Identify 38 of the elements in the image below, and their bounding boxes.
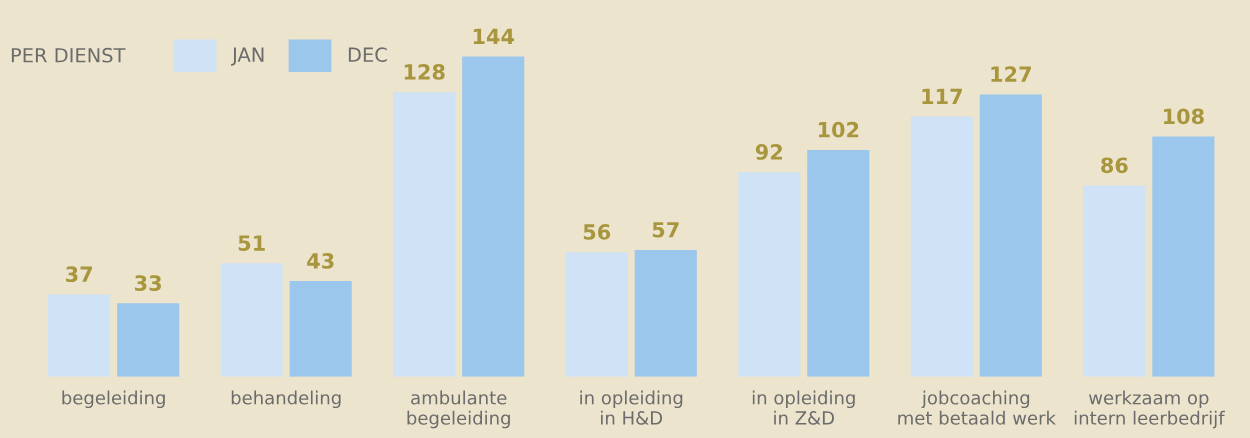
bar: [807, 149, 870, 377]
bar: [634, 249, 697, 377]
data-label: 57: [652, 222, 679, 238]
legend-label: DEC: [348, 47, 387, 63]
data-label: 37: [66, 266, 92, 283]
bar: [738, 172, 801, 377]
data-label: 108: [1163, 108, 1204, 125]
data-label: 33: [135, 275, 161, 291]
data-label: 102: [818, 121, 859, 138]
bar: [1152, 136, 1215, 377]
x-tick-label: ambulante begeleiding: [407, 390, 510, 429]
bar: [910, 116, 973, 377]
x-tick-label: in opleiding in H&D: [580, 390, 683, 425]
bar: [117, 303, 180, 377]
bar: [48, 294, 111, 377]
bar: [565, 252, 628, 377]
bar: [220, 263, 283, 377]
data-label: 127: [991, 66, 1031, 82]
data-label: 43: [307, 252, 334, 269]
bar: [1083, 185, 1146, 377]
data-label: 51: [238, 235, 265, 251]
x-tick-label: in opleiding in Z&D: [752, 390, 855, 425]
bar: [393, 92, 456, 377]
x-tick-label: jobcoaching met betaald werk: [898, 390, 1056, 425]
data-label: 128: [404, 64, 445, 80]
data-label: 144: [473, 28, 515, 44]
x-tick-label: behandeling: [231, 390, 341, 409]
chart-title: PER DIENST: [11, 47, 126, 63]
data-label: 117: [922, 88, 962, 104]
x-tick-label: werkzaam op intern leerbedrijf: [1074, 390, 1225, 429]
data-label: 86: [1101, 157, 1128, 174]
data-label: 56: [583, 224, 611, 240]
bar: [462, 56, 525, 377]
bar: [289, 281, 352, 377]
x-tick-label: begeleiding: [62, 390, 165, 409]
legend-label: JAN: [231, 47, 264, 66]
bar: [979, 94, 1042, 377]
data-label: 92: [755, 144, 782, 160]
